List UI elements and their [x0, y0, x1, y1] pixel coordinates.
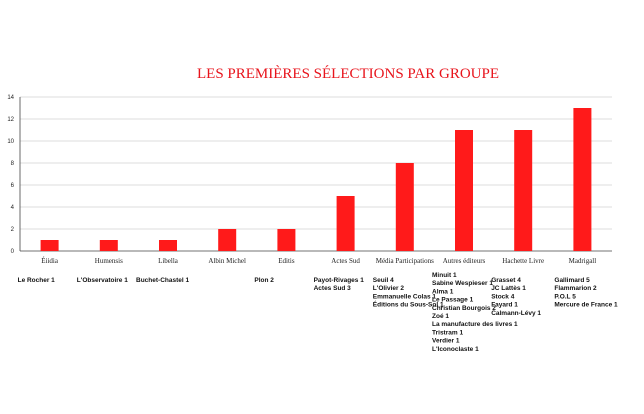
gridlines	[19, 96, 612, 252]
x-tick-label: Autres éditeurs	[443, 257, 486, 265]
detail-label: Éditions du Sous-Sol 1	[373, 300, 444, 309]
detail-label: Le Passage 1	[432, 297, 474, 304]
y-tick-label: 14	[7, 95, 14, 101]
detail-label: Emmanuelle Colas 1	[373, 293, 437, 300]
detail-label: Zoé 1	[432, 313, 449, 320]
detail-label: Gallimard 5	[554, 277, 590, 284]
detail-label: Buchet-Chastel 1	[136, 277, 189, 284]
bar	[573, 108, 592, 251]
detail-label: Stock 4	[491, 293, 515, 300]
detail-label: Seuil 4	[373, 277, 394, 284]
detail-label: La manufacture des livres 1	[432, 321, 518, 328]
x-tick-label: Albin Michel	[208, 257, 246, 265]
x-tick-label: Média Participations	[376, 257, 434, 265]
x-tick-label: Hachette Livre	[502, 257, 544, 265]
bar	[455, 130, 473, 251]
detail-label: JC Lattès 1	[491, 285, 526, 292]
detail-label: P.O.L 5	[554, 293, 576, 300]
y-tick-label: 4	[11, 205, 15, 211]
detail-label: Fayard 1	[491, 302, 518, 309]
y-tick-label: 2	[11, 227, 15, 233]
y-tick-label: 0	[11, 249, 15, 255]
detail-label: Le Rocher 1	[18, 277, 56, 284]
detail-label: Calmann-Lévy 1	[491, 310, 541, 317]
bar	[277, 229, 296, 251]
detail-label: Alma 1	[432, 288, 454, 295]
x-tick-label: Libella	[158, 257, 179, 265]
detail-label: Flammarion 2	[554, 285, 597, 292]
detail-label: Sabine Wespieser 1	[432, 280, 493, 287]
detail-label: Tristram 1	[432, 329, 463, 336]
y-tick-label: 10	[7, 139, 14, 145]
labels: 0 2 4 6 8 10 12 14 Éiidia Le Rocher 1 Humensis L'Ob…	[7, 95, 618, 353]
x-tick-label: Madrigall	[569, 257, 597, 265]
detail-label: L'Observatoire 1	[77, 277, 128, 284]
x-tick-label: Editis	[278, 257, 295, 265]
bar	[514, 130, 533, 251]
bar	[218, 229, 237, 251]
bar	[159, 240, 177, 251]
detail-label: Payot-Rivages 1	[314, 277, 365, 284]
y-tick-label: 12	[7, 117, 14, 123]
detail-label: Christian Bourgois 2	[432, 305, 496, 312]
y-tick-label: 6	[11, 183, 15, 189]
x-tick-label: Humensis	[95, 257, 123, 265]
x-tick-label: Éiidia	[41, 257, 59, 265]
chart-title: LES PREMIÈRES SÉLECTIONS PAR GROUPE	[197, 65, 499, 82]
detail-label: Minuit 1	[432, 272, 457, 279]
detail-label: L'Olivier 2	[373, 285, 405, 292]
detail-label: Grasset 4	[491, 277, 521, 284]
detail-label: L'Iconoclaste 1	[432, 346, 479, 353]
bar	[395, 163, 414, 251]
bar	[99, 240, 118, 251]
detail-label: Actes Sud 3	[314, 285, 352, 292]
y-tick-label: 8	[11, 161, 15, 167]
x-tick-label: Actes Sud	[331, 257, 360, 265]
bar	[40, 240, 59, 251]
detail-label: Verdier 1	[432, 338, 460, 345]
bars	[40, 108, 592, 251]
detail-label: Plon 2	[254, 277, 274, 284]
detail-label: Mercure de France 1	[554, 302, 618, 309]
bar	[336, 196, 355, 251]
